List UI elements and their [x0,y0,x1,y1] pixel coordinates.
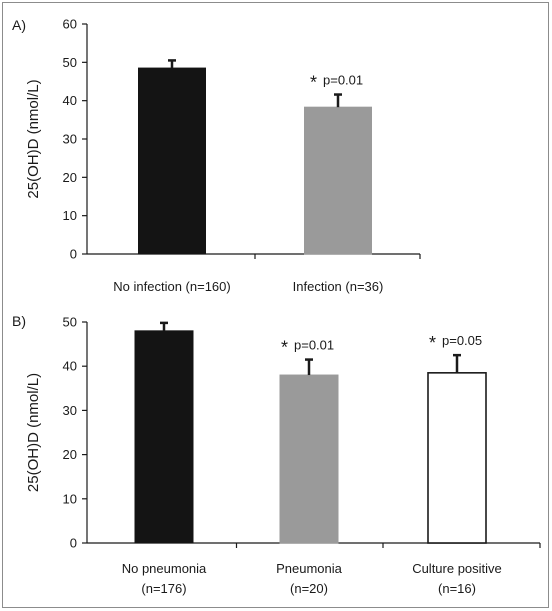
bar [134,330,194,544]
y-tick-label: 30 [63,403,77,418]
panel-label: A) [12,17,26,33]
bar [279,374,339,544]
significance-star: * [310,73,317,93]
significance-label: p=0.01 [294,338,334,353]
x-category-label: No pneumonia [122,561,207,576]
y-tick-label: 50 [63,55,77,70]
y-tick-label: 20 [63,170,77,185]
chart-panel-2: B) 25(OH)D (nmol/L) 0 10 20 30 40 50 No pneumoni… [12,313,541,596]
y-tick-label: 60 [63,17,77,32]
x-category-label: (n=20) [290,581,328,596]
bar [427,372,487,544]
y-axis-label: 25(OH)D (nmol/L) [25,79,42,198]
significance-star: * [281,338,288,358]
significance-label: p=0.05 [442,333,482,348]
x-category-label: Culture positive [412,561,502,576]
panel-label: B) [12,313,26,329]
y-tick-label: 10 [63,491,77,506]
y-tick-label: 20 [63,447,77,462]
y-tick-label: 10 [63,208,77,223]
significance-star: * [429,333,436,353]
x-category-label: (n=16) [438,581,476,596]
y-tick-label: 0 [70,536,77,551]
y-tick-label: 40 [63,359,77,374]
x-category-label: Infection (n=36) [293,279,384,294]
bar [138,67,206,255]
y-tick-label: 30 [63,132,77,147]
bar [304,106,372,255]
y-axis-label: 25(OH)D (nmol/L) [25,373,42,492]
x-category-label: No infection (n=160) [113,279,230,294]
y-tick-label: 40 [63,93,77,108]
significance-label: p=0.01 [323,73,363,88]
x-category-label: Pneumonia [276,561,343,576]
y-tick-label: 0 [70,247,77,262]
x-category-label: (n=176) [141,581,186,596]
y-tick-label: 50 [63,315,77,330]
chart-panel-1: A) 25(OH)D (nmol/L) 0 10 20 30 40 50 60 No infect… [12,17,421,294]
